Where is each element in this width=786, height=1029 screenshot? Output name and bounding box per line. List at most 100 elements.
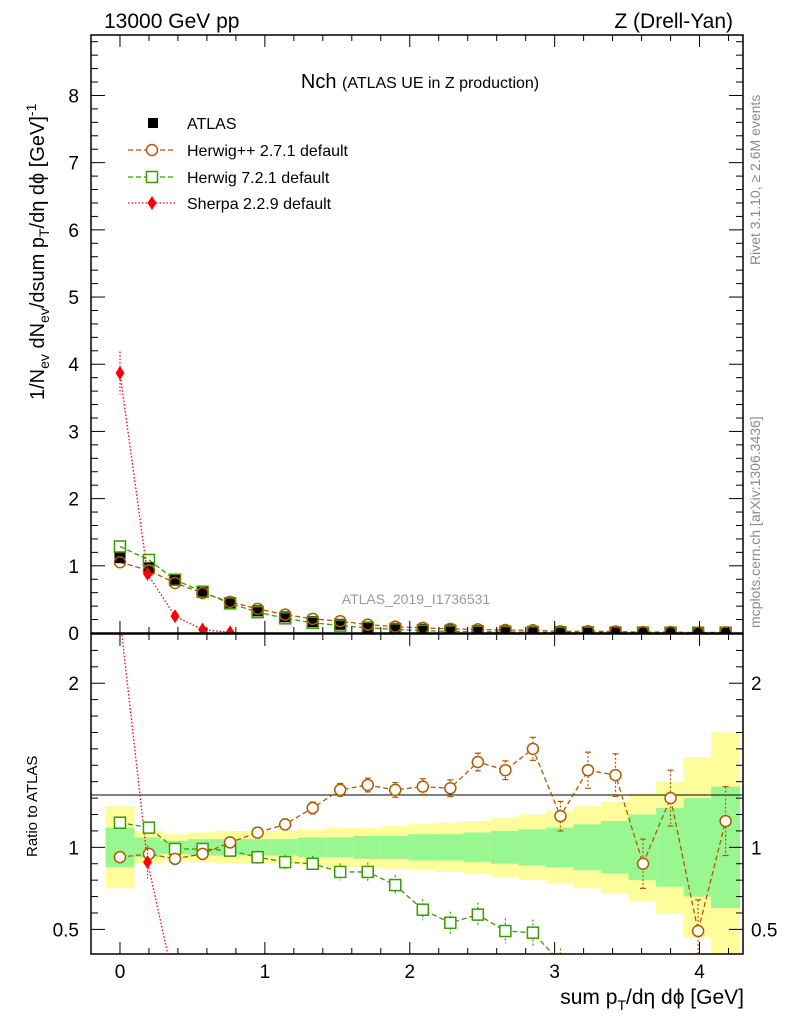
ratio-tick-label-left: 2 [68,674,79,695]
analysis-watermark: ATLAS_2019_I1736531 [342,591,491,607]
sherpa-point [198,622,208,633]
herwigpp-point [278,608,292,621]
herwig7-line [119,545,726,633]
herwigpp-point [306,612,319,626]
header-left: 13000 GeV pp [104,10,239,33]
inner-band-segment [270,839,300,856]
legend-label-sherpa: Sherpa 2.2.9 default [187,196,332,213]
herwigpp-ratio-point [554,809,567,823]
herwigpp-ratio-point [526,742,540,756]
sherpa-ratio-line [121,634,169,954]
herwig7-ratio-point [444,916,457,930]
herwig7-point [333,619,347,632]
sherpa-ratio-point [143,855,153,870]
herwigpp-ratio-point [416,780,430,793]
herwig7-ratio-point [499,924,512,938]
inner-band-segment [408,834,438,861]
herwigpp-point [636,625,650,633]
sherpa-point [143,566,153,581]
herwigpp-point [223,595,237,609]
x-tick-label: 2 [404,962,415,983]
legend-label-herwigpp: Herwig++ 2.7.1 default [187,143,349,160]
herwigpp-point [389,620,402,633]
y-tick-label: 1 [68,557,79,578]
herwigpp-ratio-point [499,763,512,777]
inner-band-segment [545,827,575,868]
main-plot-series [113,351,732,633]
atlas-point [637,626,649,633]
herwigpp-ratio-point [223,836,237,849]
herwigpp-point [581,624,595,633]
inner-band-segment [134,837,164,858]
legend: ATLAS Herwig++ 2.7.1 default Herwig 7.2.… [128,116,349,213]
legend-marker-atlas [148,118,158,128]
axis-ticks: 0 1 2 3 4 0 1 2 3 4 5 6 7 8 0.5 0.5 1 1 2 2 [53,35,777,983]
sherpa-point [170,609,180,624]
legend-label-herwig7: Herwig 7.2.1 default [187,170,330,187]
herwig7-ratio-point [306,857,319,870]
inner-band-segment [325,837,355,858]
herwig7-point [251,605,264,619]
atlas-point [224,597,236,609]
atlas-point [582,626,594,633]
y-tick-label: 0 [68,624,79,645]
herwigpp-ratio-point [581,763,595,777]
atlas-point [143,562,155,574]
herwig7-ratio-point [471,908,485,921]
sherpa-point [115,365,125,380]
atlas-point [609,626,621,633]
x-axis-label: sum pT/dη dϕ [GeV] [560,986,744,1013]
herwig7-ratio-point [142,821,156,834]
herwigpp-ratio-point [113,850,127,864]
herwigpp-point [719,625,732,633]
herwigpp-ratio-point [306,801,319,815]
y-tick-label: 5 [68,288,79,309]
mcplots-text: mcplots.cern.ch [arXiv:1306.3436] [747,416,763,628]
herwig7-ratio-point [113,816,127,829]
inner-band-segment [683,798,713,897]
herwigpp-ratio-point [471,755,485,769]
herwigpp-ratio-point [278,818,292,831]
herwig7-ratio-point [526,926,540,939]
ratio-plot-series [113,634,732,954]
herwigpp-point [113,556,127,569]
atlas-point [334,618,346,630]
atlas-point [720,626,732,633]
herwigpp-point [251,602,264,616]
herwigpp-point [664,625,677,633]
herwig7-ratio-point [361,865,374,879]
x-tick-label: 4 [694,962,705,983]
herwigpp-point [333,614,347,628]
herwigpp-ratio-point [719,814,732,828]
atlas-point [307,616,319,628]
atlas-point [362,621,374,633]
y-tick-label: 6 [68,221,79,242]
y-tick-label: 4 [68,355,79,376]
inner-band-segment [601,821,630,874]
ratio-tick-label-right: 0.5 [751,920,777,941]
inner-band-segment [490,830,520,864]
atlas-point [279,611,291,623]
x-tick-label: 1 [260,962,271,983]
y-axis-label: 1/Nev dNev/dsum pT/dη dϕ [GeV]-1 [23,103,52,400]
ratio-tick-label-right: 1 [751,838,762,859]
herwig7-ratio-point [416,903,430,916]
x-tick-label: 0 [115,962,126,983]
inner-band-segment [298,837,328,858]
y-tick-label: 3 [68,422,79,443]
herwigpp-ratio-point [636,857,650,870]
herwigpp-point [416,621,430,633]
inner-band-segment [463,832,493,863]
atlas-point [389,622,401,633]
ratio-tick-label-left: 1 [68,838,79,859]
atlas-point [444,624,456,633]
ratio-tick-label-right: 2 [751,674,762,695]
herwig7-point [113,540,127,553]
herwig7-ratio-point [389,878,402,892]
rivet-version-text: Rivet 3.1.10, ≥ 2.6M events [747,95,763,265]
legend-marker-herwig7 [145,170,159,184]
herwigpp-ratio-point [168,852,182,866]
inner-band-segment [573,824,603,871]
atlas-point [417,623,429,633]
